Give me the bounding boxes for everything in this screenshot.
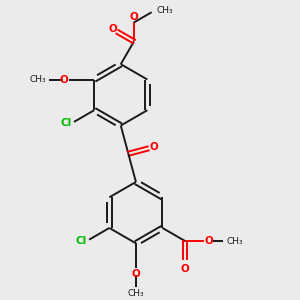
Text: CH₃: CH₃ (128, 289, 144, 298)
Text: CH₃: CH₃ (227, 237, 243, 246)
Text: O: O (131, 269, 140, 279)
Text: O: O (108, 24, 117, 34)
Text: CH₃: CH₃ (156, 6, 172, 15)
Text: O: O (59, 74, 68, 85)
Text: CH₃: CH₃ (29, 75, 46, 84)
Text: O: O (205, 236, 214, 246)
Text: O: O (181, 265, 190, 275)
Text: O: O (130, 12, 138, 22)
Text: Cl: Cl (60, 118, 72, 128)
Text: O: O (150, 142, 159, 152)
Text: Cl: Cl (76, 236, 87, 246)
